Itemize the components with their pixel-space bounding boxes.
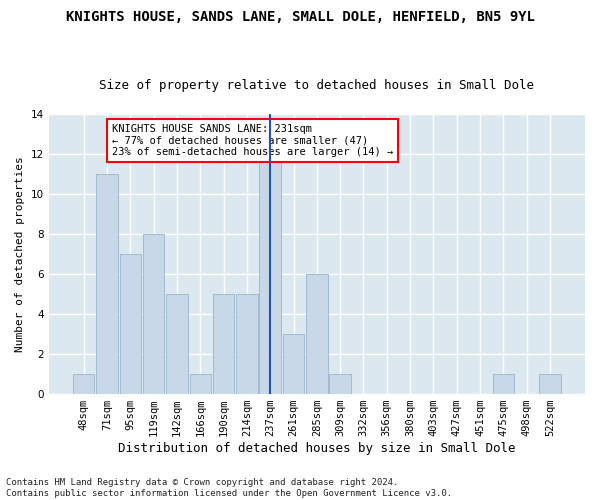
Bar bbox=[213, 294, 235, 394]
Text: KNIGHTS HOUSE SANDS LANE: 231sqm
← 77% of detached houses are smaller (47)
23% o: KNIGHTS HOUSE SANDS LANE: 231sqm ← 77% o… bbox=[112, 124, 393, 157]
Bar bbox=[306, 274, 328, 394]
Bar bbox=[259, 154, 281, 394]
Bar bbox=[236, 294, 257, 394]
Bar bbox=[97, 174, 118, 394]
Bar bbox=[119, 254, 141, 394]
Text: Contains HM Land Registry data © Crown copyright and database right 2024.
Contai: Contains HM Land Registry data © Crown c… bbox=[6, 478, 452, 498]
Bar bbox=[493, 374, 514, 394]
Bar bbox=[539, 374, 560, 394]
Bar bbox=[73, 374, 94, 394]
Text: KNIGHTS HOUSE, SANDS LANE, SMALL DOLE, HENFIELD, BN5 9YL: KNIGHTS HOUSE, SANDS LANE, SMALL DOLE, H… bbox=[65, 10, 535, 24]
Bar bbox=[329, 374, 351, 394]
Y-axis label: Number of detached properties: Number of detached properties bbox=[15, 156, 25, 352]
Bar bbox=[166, 294, 188, 394]
Bar bbox=[143, 234, 164, 394]
Title: Size of property relative to detached houses in Small Dole: Size of property relative to detached ho… bbox=[100, 79, 535, 92]
Bar bbox=[190, 374, 211, 394]
Bar bbox=[283, 334, 304, 394]
X-axis label: Distribution of detached houses by size in Small Dole: Distribution of detached houses by size … bbox=[118, 442, 515, 455]
